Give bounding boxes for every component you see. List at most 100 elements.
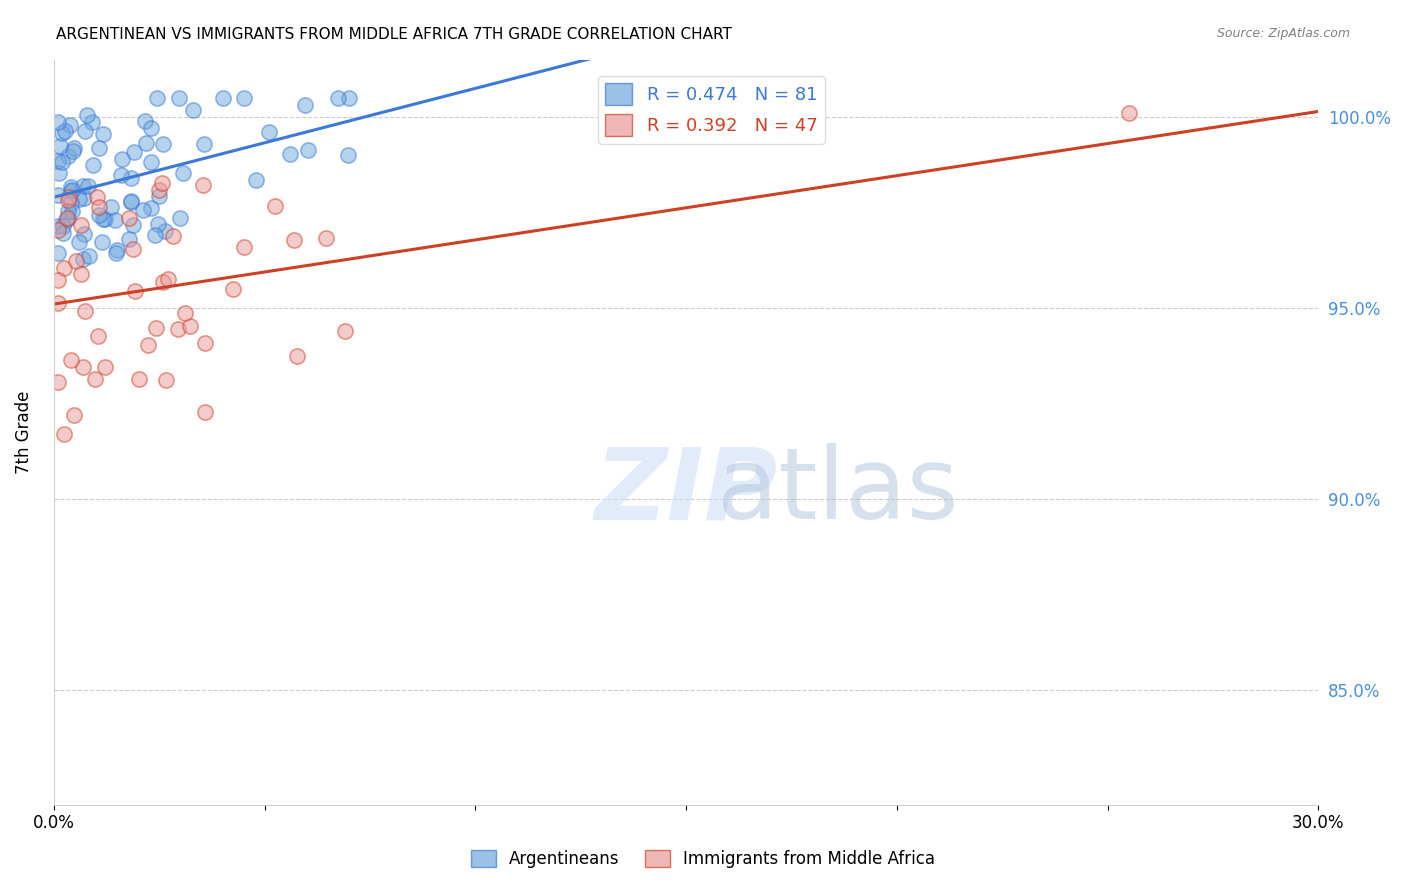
Argentineans (60, 203, 83, 218)
Argentineans (77, 178, 100, 193)
Argentineans (146, 91, 169, 105)
Immigrants from Middle Africa (87, 200, 110, 214)
Argentineans (60, 183, 83, 197)
Argentineans (82, 158, 104, 172)
Argentineans (181, 103, 204, 117)
Argentineans (73, 191, 96, 205)
Argentineans (46, 115, 69, 129)
Immigrants from Middle Africa (46, 272, 69, 286)
Argentineans (278, 147, 301, 161)
Text: Source: ZipAtlas.com: Source: ZipAtlas.com (1216, 27, 1350, 40)
Argentineans (56, 211, 79, 225)
Argentineans (104, 246, 127, 260)
Argentineans (120, 170, 142, 185)
Argentineans (59, 184, 82, 198)
Immigrants from Middle Africa (222, 282, 245, 296)
Argentineans (100, 200, 122, 214)
Argentineans (110, 168, 132, 182)
Argentineans (63, 141, 86, 155)
Immigrants from Middle Africa (53, 426, 76, 441)
Argentineans (76, 108, 98, 122)
Argentineans (46, 188, 69, 202)
Immigrants from Middle Africa (194, 405, 217, 419)
Argentineans (212, 91, 235, 105)
Argentineans (52, 226, 75, 240)
Immigrants from Middle Africa (46, 375, 69, 389)
Immigrants from Middle Africa (83, 372, 105, 386)
Immigrants from Middle Africa (152, 275, 174, 289)
Argentineans (167, 91, 190, 105)
Argentineans (89, 140, 111, 154)
Immigrants from Middle Africa (232, 240, 254, 254)
Immigrants from Middle Africa (194, 335, 217, 350)
Argentineans (67, 235, 90, 250)
Argentineans (46, 219, 69, 233)
Argentineans (75, 124, 97, 138)
Immigrants from Middle Africa (145, 321, 167, 335)
Argentineans (53, 124, 76, 138)
Argentineans (52, 219, 75, 234)
Argentineans (139, 155, 162, 169)
Argentineans (105, 243, 128, 257)
Argentineans (148, 189, 170, 203)
Argentineans (257, 125, 280, 139)
Argentineans (337, 148, 360, 162)
Argentineans (141, 120, 163, 135)
Immigrants from Middle Africa (150, 176, 173, 190)
Argentineans (297, 143, 319, 157)
Argentineans (135, 136, 157, 150)
Argentineans (326, 91, 349, 105)
Immigrants from Middle Africa (136, 337, 159, 351)
Immigrants from Middle Africa (264, 199, 287, 213)
Immigrants from Middle Africa (179, 319, 201, 334)
Argentineans (55, 213, 77, 227)
Argentineans (58, 118, 80, 132)
Immigrants from Middle Africa (59, 353, 82, 368)
Immigrants from Middle Africa (72, 359, 94, 374)
Argentineans (46, 154, 69, 169)
Argentineans (91, 128, 114, 142)
Argentineans (143, 228, 166, 243)
Text: atlas: atlas (717, 443, 959, 541)
Immigrants from Middle Africa (156, 272, 179, 286)
Immigrants from Middle Africa (283, 233, 305, 247)
Immigrants from Middle Africa (70, 267, 93, 281)
Legend: R = 0.474   N = 81, R = 0.392   N = 47: R = 0.474 N = 81, R = 0.392 N = 47 (598, 76, 825, 144)
Immigrants from Middle Africa (55, 211, 77, 225)
Argentineans (172, 165, 194, 179)
Immigrants from Middle Africa (94, 359, 117, 374)
Immigrants from Middle Africa (70, 218, 93, 232)
Immigrants from Middle Africa (162, 228, 184, 243)
Immigrants from Middle Africa (333, 324, 356, 338)
Argentineans (94, 212, 117, 227)
Argentineans (193, 136, 215, 151)
Argentineans (46, 246, 69, 260)
Argentineans (118, 232, 141, 246)
Argentineans (146, 217, 169, 231)
Argentineans (58, 204, 80, 219)
Argentineans (62, 144, 84, 158)
Argentineans (67, 192, 90, 206)
Argentineans (87, 208, 110, 222)
Immigrants from Middle Africa (63, 408, 86, 422)
Argentineans (91, 212, 114, 227)
Argentineans (104, 212, 127, 227)
Argentineans (72, 252, 94, 266)
Argentineans (120, 195, 142, 210)
Immigrants from Middle Africa (86, 190, 108, 204)
Text: ZIP: ZIP (595, 443, 778, 541)
Argentineans (82, 115, 104, 129)
Argentineans (141, 201, 163, 215)
Argentineans (51, 154, 73, 169)
Argentineans (153, 224, 176, 238)
Argentineans (48, 139, 70, 153)
Y-axis label: 7th Grade: 7th Grade (15, 391, 32, 474)
Argentineans (169, 211, 191, 225)
Immigrants from Middle Africa (46, 295, 69, 310)
Argentineans (72, 178, 94, 193)
Immigrants from Middle Africa (87, 329, 110, 343)
Argentineans (232, 91, 254, 105)
Immigrants from Middle Africa (124, 285, 146, 299)
Immigrants from Middle Africa (46, 222, 69, 236)
Legend: Argentineans, Immigrants from Middle Africa: Argentineans, Immigrants from Middle Afr… (464, 843, 942, 875)
